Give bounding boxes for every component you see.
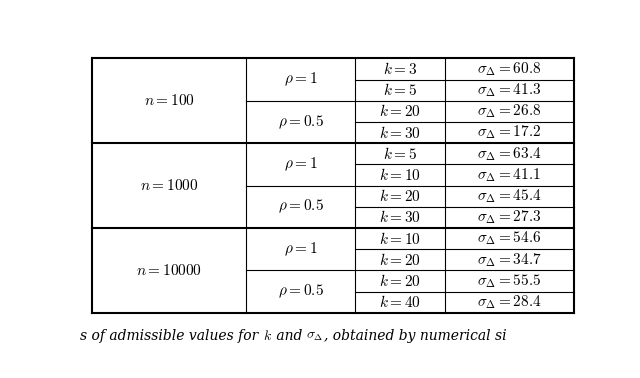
Text: $n = 10000$: $n = 10000$ <box>136 263 202 278</box>
Text: $\rho = 1$: $\rho = 1$ <box>284 71 317 88</box>
Text: $\rho = 1$: $\rho = 1$ <box>284 240 317 258</box>
Text: $\sigma_{\Delta} = 60.8$: $\sigma_{\Delta} = 60.8$ <box>477 60 541 78</box>
Text: $k = 20$: $k = 20$ <box>379 188 421 204</box>
Text: $\sigma_{\Delta} = 26.8$: $\sigma_{\Delta} = 26.8$ <box>477 103 541 120</box>
Text: $k = 5$: $k = 5$ <box>383 146 417 162</box>
Text: $k = 3$: $k = 3$ <box>383 61 417 77</box>
Text: $\rho = 1$: $\rho = 1$ <box>284 156 317 173</box>
Text: $k = 20$: $k = 20$ <box>379 252 421 268</box>
Text: $\rho = 0.5$: $\rho = 0.5$ <box>278 283 324 300</box>
Text: $\sigma_{\Delta}$: $\sigma_{\Delta}$ <box>307 329 324 343</box>
Text: $\sigma_{\Delta} = 41.3$: $\sigma_{\Delta} = 41.3$ <box>477 81 541 99</box>
Text: $n = 1000$: $n = 1000$ <box>140 178 198 193</box>
Text: $k = 20$: $k = 20$ <box>379 104 421 119</box>
Text: $\sigma_{\Delta} = 27.3$: $\sigma_{\Delta} = 27.3$ <box>477 209 541 226</box>
Text: $\sigma_{\Delta} = 41.1$: $\sigma_{\Delta} = 41.1$ <box>477 166 541 184</box>
Text: , obtained by numerical si: , obtained by numerical si <box>324 329 507 343</box>
Text: $k = 5$: $k = 5$ <box>383 82 417 98</box>
Text: $k = 10$: $k = 10$ <box>379 231 421 246</box>
Text: $k = 30$: $k = 30$ <box>379 209 421 225</box>
Text: $\rho = 0.5$: $\rho = 0.5$ <box>278 198 324 215</box>
Text: $k = 10$: $k = 10$ <box>379 167 421 183</box>
Text: $k = 30$: $k = 30$ <box>379 125 421 141</box>
Text: $\sigma_{\Delta} = 45.4$: $\sigma_{\Delta} = 45.4$ <box>477 187 541 205</box>
Text: $k = 40$: $k = 40$ <box>379 294 421 310</box>
Text: $\sigma_{\Delta} = 34.7$: $\sigma_{\Delta} = 34.7$ <box>477 251 541 268</box>
Text: $k = 20$: $k = 20$ <box>379 273 421 289</box>
Text: $k$: $k$ <box>262 329 271 343</box>
Text: $n = 100$: $n = 100$ <box>144 93 195 108</box>
Text: $\sigma_{\Delta} = 28.4$: $\sigma_{\Delta} = 28.4$ <box>477 293 541 311</box>
Text: $\sigma_{\Delta} = 54.6$: $\sigma_{\Delta} = 54.6$ <box>477 230 541 247</box>
Text: and: and <box>271 329 307 343</box>
Text: $\sigma_{\Delta} = 63.4$: $\sigma_{\Delta} = 63.4$ <box>477 145 541 163</box>
Text: s of admissible values for: s of admissible values for <box>80 329 262 343</box>
Text: $\sigma_{\Delta} = 17.2$: $\sigma_{\Delta} = 17.2$ <box>477 124 541 141</box>
Text: $\sigma_{\Delta} = 55.5$: $\sigma_{\Delta} = 55.5$ <box>477 272 541 290</box>
Text: $\rho = 0.5$: $\rho = 0.5$ <box>278 113 324 131</box>
